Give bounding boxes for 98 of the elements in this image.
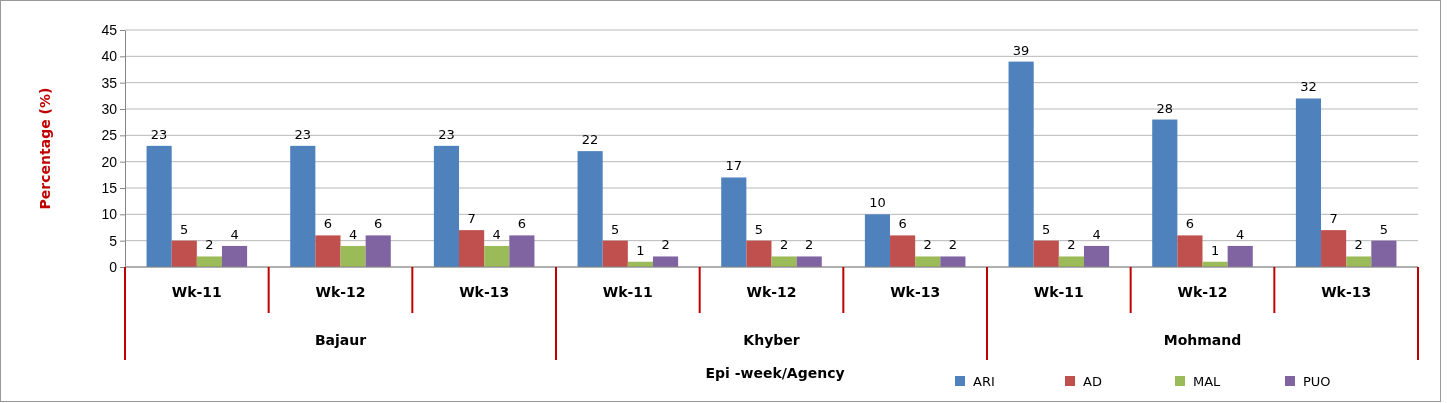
bar: [1321, 230, 1347, 267]
data-label: 6: [323, 216, 333, 232]
y-tick-label: 5: [109, 232, 118, 249]
y-tick-label: 15: [101, 179, 118, 196]
bar: [315, 235, 341, 267]
legend-label: ARI: [973, 374, 995, 389]
bar: [1058, 256, 1084, 267]
y-axis-title: Percentage (%): [37, 87, 53, 210]
data-label: 4: [1236, 226, 1245, 242]
data-label: 2: [805, 237, 814, 253]
bar: [1227, 245, 1253, 267]
y-tick-label: 0: [109, 258, 118, 275]
data-label: 2: [1354, 237, 1363, 253]
data-label: 5: [1379, 221, 1389, 237]
bar: [1371, 240, 1397, 267]
bar: [890, 235, 916, 267]
x-tick-label: Wk-12: [1177, 284, 1228, 300]
data-label: 6: [898, 216, 907, 232]
x-tick-label: Wk-13: [459, 284, 510, 300]
bar: [864, 214, 891, 267]
bar: [1346, 256, 1372, 267]
data-label: 2: [779, 237, 789, 253]
legend-label: MAL: [1193, 374, 1222, 389]
bar: [602, 240, 628, 267]
bar: [433, 145, 460, 267]
bar: [1295, 98, 1322, 267]
bar: [915, 256, 941, 267]
x-tick-label: Wk-12: [746, 284, 797, 300]
data-label: 23: [294, 126, 312, 142]
bar: [1177, 235, 1203, 267]
data-label: 23: [150, 126, 168, 142]
bar: [290, 145, 316, 267]
x-tick-label: Wk-11: [171, 284, 222, 300]
data-label: 6: [1185, 216, 1195, 232]
data-label: 6: [374, 216, 383, 232]
bar: [1152, 119, 1178, 267]
bar: [771, 256, 797, 267]
data-label: 4: [1092, 226, 1101, 242]
data-label: 4: [348, 226, 358, 242]
y-tick-label: 20: [101, 153, 118, 170]
bar: [940, 256, 966, 267]
bar: [221, 245, 248, 267]
bar: [459, 230, 485, 267]
data-label: 4: [492, 226, 501, 242]
data-label: 5: [1042, 221, 1051, 237]
data-label: 17: [725, 158, 743, 174]
bar: [146, 145, 172, 267]
x-axis-title: Epi -week/Agency: [705, 365, 845, 381]
data-label: 5: [754, 221, 764, 237]
data-label: 2: [661, 237, 670, 253]
y-tick-label: 45: [101, 21, 118, 38]
data-label: 7: [1329, 211, 1338, 227]
bar: [577, 151, 603, 267]
data-label: 28: [1156, 100, 1174, 116]
bar: [509, 235, 535, 267]
data-label: 6: [517, 216, 527, 232]
bar: [746, 240, 772, 267]
data-label: 4: [230, 226, 239, 242]
x-tick-label: Wk-12: [315, 284, 366, 300]
bar: [340, 245, 366, 267]
data-label: 5: [180, 221, 189, 237]
data-label: 10: [869, 195, 886, 211]
x-tick-label: Wk-13: [1321, 284, 1372, 300]
data-label: 7: [467, 211, 476, 227]
data-label: 2: [1067, 237, 1076, 253]
data-label: 5: [611, 221, 620, 237]
bar: [1083, 245, 1110, 267]
data-label: 23: [438, 126, 455, 142]
legend-label: AD: [1083, 374, 1102, 389]
text: Mohmand: [1163, 332, 1242, 348]
data-label: 2: [923, 237, 932, 253]
bar: [1008, 61, 1034, 267]
data-label: 2: [205, 237, 214, 253]
bar: [484, 245, 510, 267]
y-tick-label: 30: [101, 100, 118, 117]
y-tick-label: 10: [101, 206, 118, 223]
text: Khyber: [743, 332, 800, 348]
bar: [365, 235, 391, 267]
bar: [171, 240, 197, 267]
data-label: 2: [948, 237, 958, 253]
y-tick-label: 25: [101, 127, 118, 144]
bar: [721, 177, 747, 267]
y-tick-label: 40: [101, 48, 118, 65]
data-label: 39: [1012, 42, 1030, 58]
data-label: 32: [1300, 79, 1317, 95]
bar: [196, 256, 222, 267]
legend-label: PUO: [1303, 374, 1331, 389]
text: Bajaur: [314, 332, 367, 348]
y-tick-label: 35: [101, 74, 118, 91]
bar: [1033, 240, 1059, 267]
x-tick-label: Wk-11: [1033, 284, 1084, 300]
data-label: 22: [581, 132, 599, 148]
bar: [796, 256, 822, 267]
data-label: 1: [636, 242, 645, 258]
data-label: 1: [1210, 242, 1220, 258]
x-tick-label: Wk-13: [890, 284, 941, 300]
x-tick-label: Wk-11: [602, 284, 653, 300]
bar: [652, 256, 679, 267]
